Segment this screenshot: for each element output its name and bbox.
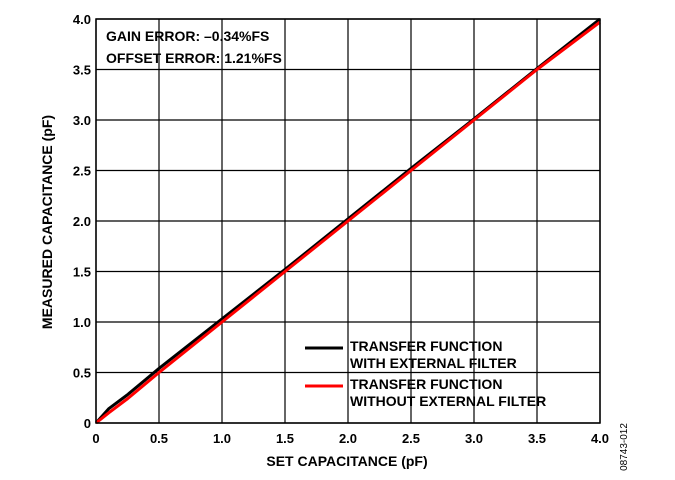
y-tick-label: 2.0: [73, 214, 91, 229]
x-tick-label: 2.0: [339, 431, 357, 446]
series-line-without-filter: [95, 20, 601, 425]
offset-error-annotation: OFFSET ERROR: 1.21%FS: [106, 50, 282, 66]
x-axis-label: SET CAPACITANCE (pF): [266, 453, 427, 469]
x-tick-label: 4.0: [591, 431, 609, 446]
y-tick-label: 4.0: [73, 12, 91, 27]
x-tick-label: 1.5: [276, 431, 294, 446]
x-tick-label: 3.5: [528, 431, 546, 446]
y-axis-label: MEASURED CAPACITANCE (pF): [39, 115, 55, 329]
gain-error-annotation: GAIN ERROR: –0.34%FS: [106, 28, 269, 44]
y-tick-label: 3.5: [73, 63, 91, 78]
legend: TRANSFER FUNCTION WITH EXTERNAL FILTER T…: [305, 338, 546, 409]
x-tick-label: 0: [92, 431, 99, 446]
legend-label-with-filter-line1: TRANSFER FUNCTION: [350, 338, 502, 354]
y-tick-label: 3.0: [73, 113, 91, 128]
legend-label-without-filter-line1: TRANSFER FUNCTION: [350, 376, 502, 392]
plot-frame: [95, 18, 601, 424]
y-tick-labels: 0 0.5 1.0 1.5 2.0 2.5 3.0 3.5 4.0: [73, 12, 91, 431]
y-tick-label: 2.5: [73, 164, 91, 179]
x-tick-label: 3.0: [465, 431, 483, 446]
series-group: [94, 17, 601, 425]
y-tick-label: 1.5: [73, 265, 91, 280]
legend-label-without-filter-line2: WITHOUT EXTERNAL FILTER: [350, 393, 546, 409]
y-tick-label: 0: [84, 416, 91, 431]
y-tick-label: 0.5: [73, 366, 91, 381]
y-tick-label: 1.0: [73, 315, 91, 330]
legend-label-with-filter-line2: WITH EXTERNAL FILTER: [350, 355, 517, 371]
figure-id: 08743-012: [619, 423, 630, 471]
x-tick-labels: 0 0.5 1.0 1.5 2.0 2.5 3.0 3.5 4.0: [92, 431, 609, 446]
x-tick-label: 0.5: [150, 431, 168, 446]
x-tick-label: 1.0: [213, 431, 231, 446]
x-tick-label: 2.5: [402, 431, 420, 446]
